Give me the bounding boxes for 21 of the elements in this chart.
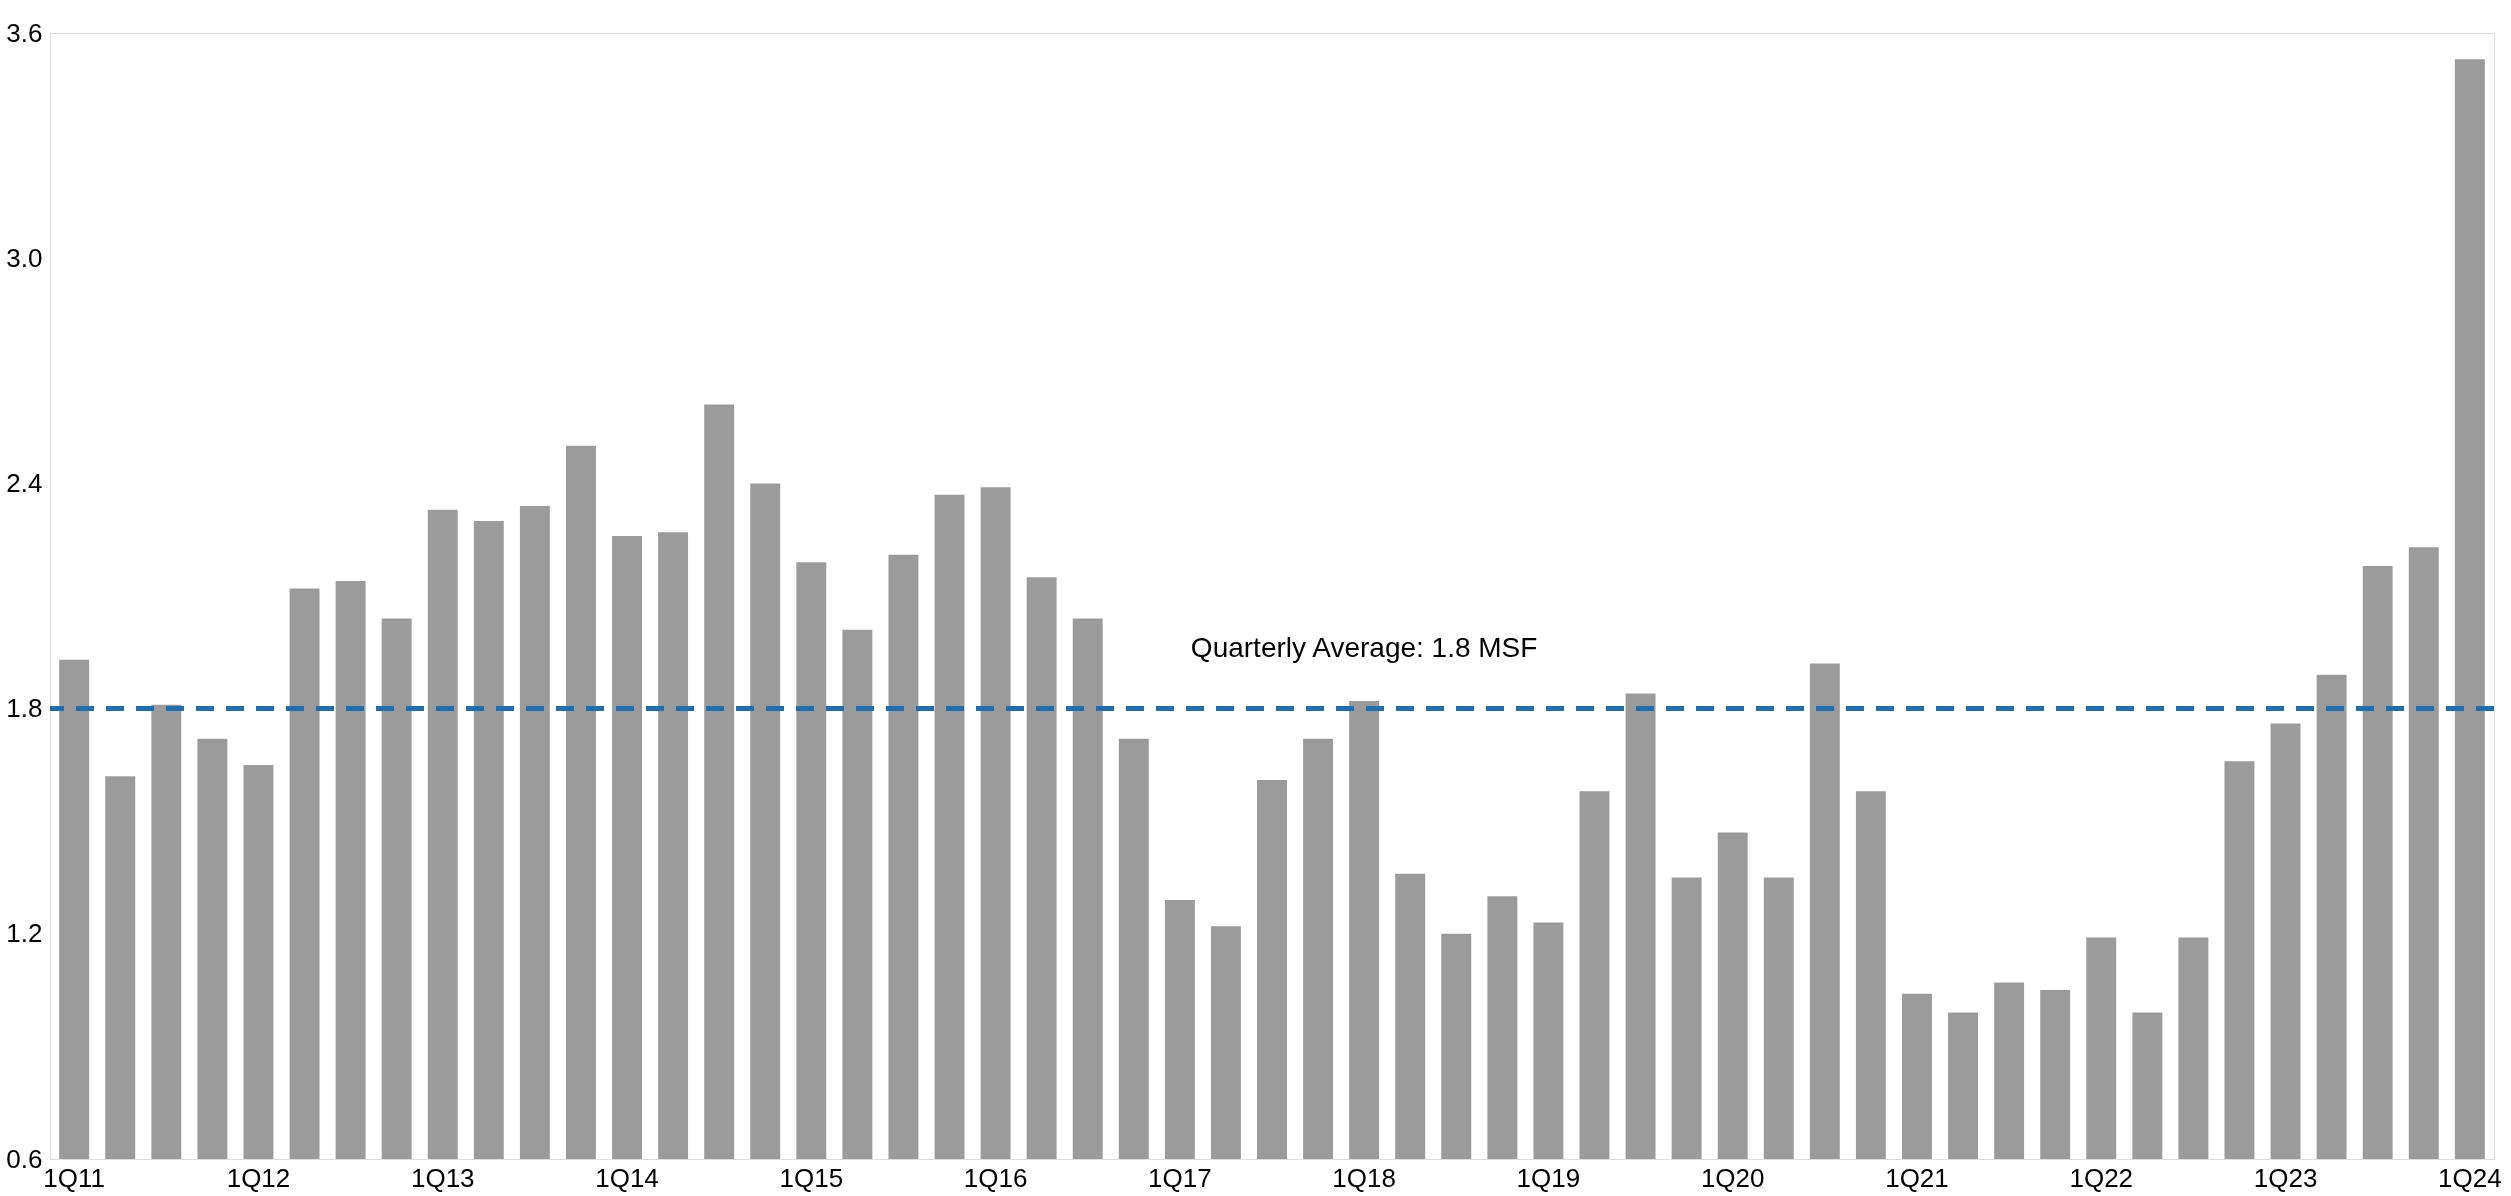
y-tick-label: 1.8 — [6, 693, 43, 724]
x-tick-label: 1Q18 — [1332, 1162, 1396, 1193]
x-tick-label: 1Q13 — [410, 1162, 475, 1193]
x-tick-label: 1Q11 — [43, 1162, 106, 1193]
y-tick-label: 3.6 — [6, 17, 43, 48]
x-tick-label: 1Q19 — [1516, 1162, 1581, 1193]
y-tick-label: 1.2 — [6, 918, 43, 949]
x-tick-label: 1Q24 — [2438, 1162, 2502, 1193]
x-tick-label: 1Q21 — [1885, 1162, 1949, 1193]
x-tick-label: 1Q22 — [2069, 1162, 2134, 1193]
x-tick-label: 1Q14 — [595, 1162, 659, 1193]
y-tick-label: 0.6 — [6, 1143, 43, 1174]
x-tick-label: 1Q12 — [226, 1162, 291, 1193]
x-tick-label: 1Q15 — [779, 1162, 844, 1193]
y-tick-label: 2.4 — [6, 467, 43, 498]
x-tick-label: 1Q16 — [963, 1162, 1028, 1193]
ref-line-label: Quarterly Average: 1.8 MSF — [1190, 631, 1538, 663]
x-tick-label: 1Q20 — [1700, 1162, 1765, 1193]
x-tick-label: 1Q17 — [1148, 1162, 1212, 1193]
x-tick-label: 1Q23 — [2253, 1162, 2318, 1193]
y-tick-label: 3.0 — [6, 242, 43, 273]
